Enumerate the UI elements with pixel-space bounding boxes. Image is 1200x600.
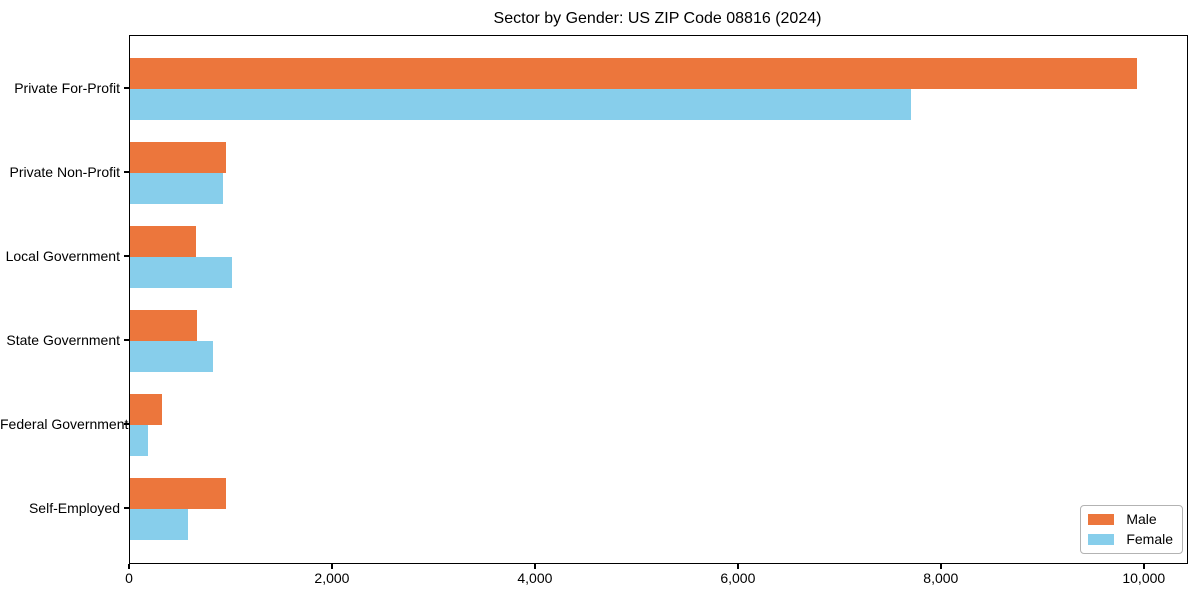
bar-private-non-profit-male: [130, 142, 227, 173]
legend-swatch-male: [1088, 514, 1115, 525]
x-tick-label-0: 0: [125, 570, 133, 586]
y-tick-label-local-government: Local Government: [5, 248, 120, 264]
bar-local-government-female: [130, 257, 232, 288]
bar-federal-government-female: [130, 425, 148, 456]
bar-federal-government-male: [130, 394, 162, 425]
x-tick-mark: [128, 563, 130, 569]
x-tick-mark: [737, 563, 739, 569]
y-tick-label-federal-government: Federal Government: [0, 416, 129, 432]
y-tick-label-self-employed: Self-Employed: [28, 500, 120, 516]
bar-state-government-male: [130, 310, 197, 341]
legend-label-male: Male: [1126, 511, 1157, 527]
y-tick-mark: [124, 255, 129, 257]
y-tick-mark: [124, 423, 129, 425]
bar-self-employed-male: [130, 478, 227, 509]
y-tick-mark: [124, 339, 129, 341]
x-tick-mark: [534, 563, 536, 569]
y-tick-mark: [124, 507, 129, 509]
legend-entry-female: Female: [1088, 532, 1173, 547]
x-tick-mark: [331, 563, 333, 569]
legend-label-female: Female: [1126, 531, 1173, 547]
x-tick-label-2-000: 2,000: [314, 570, 350, 586]
bar-private-for-profit-female: [130, 89, 912, 120]
y-tick-label-private-non-profit: Private Non-Profit: [9, 164, 120, 180]
x-tick-label-4-000: 4,000: [517, 570, 553, 586]
bar-self-employed-female: [130, 509, 189, 540]
chart-title: Sector by Gender: US ZIP Code 08816 (202…: [493, 10, 822, 27]
y-tick-mark: [124, 171, 129, 173]
bar-private-for-profit-male: [130, 58, 1137, 89]
bar-local-government-male: [130, 226, 196, 257]
bar-private-non-profit-female: [130, 173, 224, 204]
x-tick-label-8-000: 8,000: [923, 570, 959, 586]
plot-area: Male Female: [129, 35, 1188, 564]
y-tick-label-private-for-profit: Private For-Profit: [14, 80, 120, 96]
x-tick-mark: [940, 563, 942, 569]
y-tick-label-state-government: State Government: [6, 332, 120, 348]
legend-entry-male: Male: [1088, 512, 1173, 527]
x-tick-label-10-000: 10,000: [1122, 570, 1166, 586]
legend: Male Female: [1080, 505, 1183, 554]
y-tick-mark: [124, 87, 129, 89]
x-tick-label-6-000: 6,000: [720, 570, 756, 586]
bar-state-government-female: [130, 341, 213, 372]
legend-swatch-female: [1088, 534, 1115, 545]
x-tick-mark: [1143, 563, 1145, 569]
